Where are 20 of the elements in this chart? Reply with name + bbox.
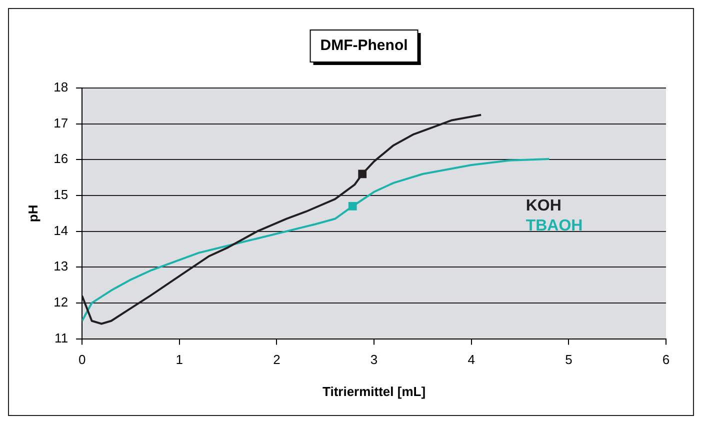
x-axis-title: Titriermittel [mL]	[322, 384, 426, 399]
y-tick-label: 12	[54, 294, 68, 310]
y-tick-label: 18	[54, 80, 68, 95]
y-axis-title: pH	[25, 204, 40, 222]
x-tick-label: 3	[370, 352, 378, 368]
chart-title: DMF-Phenol	[320, 37, 408, 54]
y-tick-label: 16	[54, 151, 68, 166]
y-tick-label: 11	[54, 330, 68, 346]
text: KOH	[526, 197, 562, 214]
x-tick-label: 2	[273, 352, 280, 368]
x-tick-label: 4	[468, 352, 475, 368]
x-tick-label: 1	[176, 352, 183, 368]
x-tick-label: 6	[662, 352, 670, 368]
y-tick-label: 15	[54, 187, 68, 202]
y-tick-label: 17	[54, 115, 68, 130]
y-tick-label: 14	[54, 222, 68, 238]
x-tick-label: 5	[565, 352, 572, 368]
y-tick-label: 13	[54, 258, 68, 274]
x-tick-label: 0	[78, 352, 86, 368]
text: TBAOH	[526, 217, 583, 234]
